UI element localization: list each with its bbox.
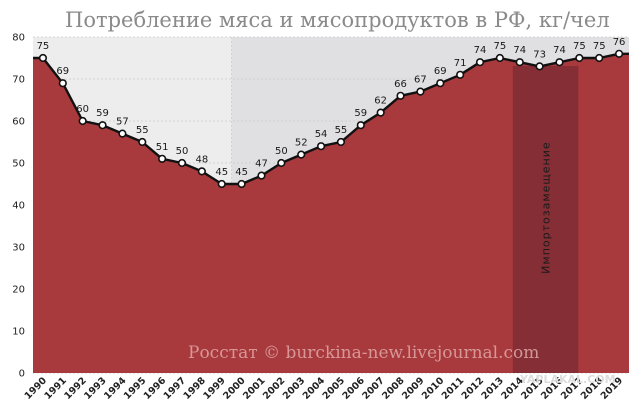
data-label: 57 (116, 117, 129, 128)
highlight-band (512, 66, 579, 373)
y-tick-label: 50 (12, 159, 25, 170)
data-point (495, 53, 504, 63)
y-tick-label: 80 (12, 33, 25, 44)
highlight-band-label: Импортозамещение (540, 141, 553, 273)
data-label: 69 (56, 66, 69, 77)
data-point (177, 158, 187, 168)
data-label: 75 (37, 41, 50, 52)
y-tick-label: 40 (12, 201, 25, 212)
data-label: 50 (176, 146, 189, 157)
data-point (614, 49, 624, 58)
data-point (277, 158, 286, 168)
data-label: 45 (235, 167, 248, 178)
chart-title: Потребление мяса и мясопродуктов в РФ, к… (65, 8, 610, 32)
data-point (316, 142, 326, 151)
data-label: 74 (553, 45, 566, 56)
data-point (217, 179, 226, 189)
y-tick-label: 30 (12, 243, 25, 254)
data-label: 52 (295, 138, 308, 149)
data-point (78, 116, 87, 126)
data-point (575, 53, 584, 63)
data-label: 74 (513, 45, 526, 56)
data-point (197, 167, 206, 176)
y-tick-label: 70 (12, 75, 25, 86)
data-point (356, 121, 365, 130)
data-point (336, 137, 346, 147)
data-label: 75 (573, 41, 586, 52)
data-point (297, 150, 306, 159)
data-label: 45 (215, 167, 228, 178)
data-label: 54 (315, 129, 328, 140)
data-point (595, 53, 604, 63)
data-point (475, 58, 485, 67)
data-point (535, 62, 544, 71)
y-tick-label: 20 (12, 285, 25, 296)
data-label: 59 (354, 108, 367, 119)
data-point (376, 108, 385, 117)
data-point (38, 53, 48, 63)
credit-text: Росстат © burckina-new.livejournal.com (188, 343, 539, 363)
plot-area: Импортозамещение 75 69 60 59 57 55 51 50 48 45 45 47… (12, 33, 629, 402)
data-point (158, 154, 167, 163)
data-point (118, 129, 127, 138)
data-label: 51 (156, 142, 169, 153)
data-point (396, 91, 405, 100)
data-point (237, 179, 246, 189)
data-point (58, 79, 67, 88)
data-label: 50 (275, 146, 288, 157)
data-label: 73 (533, 49, 546, 60)
data-point (456, 70, 465, 79)
data-point (416, 87, 425, 96)
data-point (138, 137, 147, 147)
y-tick-label: 0 (19, 369, 25, 380)
data-label: 75 (493, 41, 506, 52)
watermark-text: YAPLAKAL.COM (519, 373, 616, 386)
data-point (436, 79, 445, 88)
series-area (33, 53, 629, 374)
data-label: 76 (613, 37, 626, 48)
y-tick-label: 60 (12, 117, 25, 128)
data-label: 67 (414, 75, 427, 86)
data-label: 71 (454, 58, 467, 69)
data-point (257, 171, 266, 180)
data-point (515, 58, 524, 67)
data-label: 60 (76, 104, 89, 115)
data-label: 62 (374, 96, 387, 107)
data-label: 66 (394, 79, 407, 90)
data-label: 75 (593, 41, 606, 52)
data-label: 47 (255, 159, 268, 170)
data-label: 74 (474, 45, 487, 56)
data-label: 59 (96, 108, 109, 119)
data-label: 48 (195, 154, 208, 165)
data-label: 55 (335, 125, 348, 136)
data-label: 55 (136, 125, 149, 136)
data-label: 69 (434, 66, 447, 77)
data-point (98, 121, 107, 130)
data-point (555, 58, 564, 67)
y-tick-label: 10 (12, 327, 25, 338)
